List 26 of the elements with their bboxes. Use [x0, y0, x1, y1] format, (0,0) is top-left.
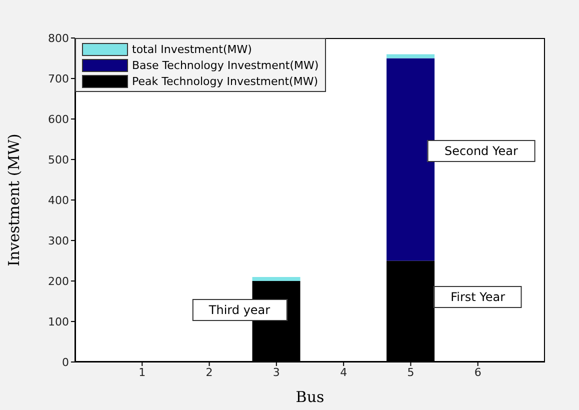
legend-label: Peak Technology Investment(MW) [132, 74, 318, 88]
annotation: Third year [192, 299, 288, 322]
annotation: Second Year [428, 140, 535, 162]
y-tick-label: 100 [48, 315, 69, 328]
bar [386, 58, 435, 261]
y-axis-title: Investment (MW) [5, 134, 23, 266]
y-tick-label: 400 [48, 194, 69, 207]
y-tick-label: 500 [48, 153, 69, 166]
y-tick-label: 700 [48, 72, 69, 86]
x-tick-label: 2 [206, 366, 213, 379]
x-tick-label: 1 [138, 366, 146, 379]
y-tick-label: 800 [48, 32, 69, 45]
annotation: First Year [434, 286, 522, 308]
legend-label: total Investment(MW) [132, 42, 252, 56]
x-tick-label: 5 [407, 366, 414, 379]
x-tick-label: 4 [340, 366, 348, 379]
y-tick-label: 600 [48, 112, 69, 126]
y-tick-label: 200 [48, 274, 69, 288]
legend-label: Base Technology Investment(MW) [132, 58, 319, 72]
x-tick-label: 3 [272, 366, 280, 379]
x-axis-title: Bus [294, 388, 326, 406]
bar [252, 276, 300, 281]
y-tick-label: 300 [48, 234, 69, 248]
x-tick-label: 6 [474, 366, 482, 379]
y-tick-label: 0 [62, 356, 69, 369]
bar [386, 54, 435, 58]
